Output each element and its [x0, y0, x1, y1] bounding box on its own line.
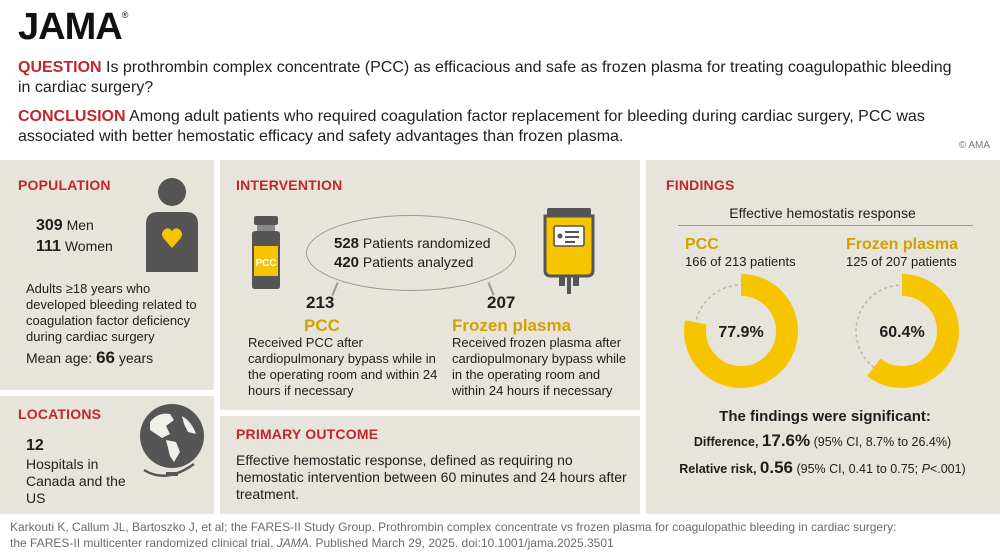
conclusion-text: Among adult patients who required coagul… [18, 108, 925, 145]
vial-label: PCC [255, 258, 276, 269]
locations-title: LOCATIONS [18, 406, 102, 422]
plasma-donut: 60.4% [845, 274, 959, 388]
mean-age-unit: years [118, 350, 154, 366]
findings-title: FINDINGS [666, 177, 735, 193]
locations-text: Hospitals in Canada and the US [26, 456, 126, 506]
randomized-ellipse [306, 215, 516, 291]
findings-rule [678, 225, 973, 227]
mean-age: Mean age: 66 years [26, 348, 154, 367]
globe-icon [140, 404, 204, 477]
plasma-bag-icon [543, 208, 595, 294]
men-count: 309 [36, 217, 63, 234]
pcc-arc [684, 274, 798, 388]
header: JAMA® QUESTION Is prothrombin complex co… [0, 0, 1000, 160]
pcc-count: 213 [306, 293, 335, 312]
population-counts: 309 Men 111 Women [36, 215, 113, 257]
randomized-info: 528 Patients randomized 420 Patients ana… [334, 234, 491, 272]
person-heart-icon [146, 178, 198, 272]
findings-subtitle: Effective hemostatis response [729, 205, 916, 221]
plasma-description: Received frozen plasma after cardiopulmo… [452, 335, 627, 398]
women-label: Women [64, 238, 113, 254]
question-text: Is prothrombin complex concentrate (PCC)… [18, 59, 952, 96]
plasma-arc [845, 274, 959, 388]
question: QUESTION Is prothrombin complex concentr… [18, 58, 958, 98]
randomized-label: Patients randomized [362, 235, 491, 251]
intervention-title: INTERVENTION [236, 177, 343, 193]
primary-outcome-title: PRIMARY OUTCOME [236, 426, 379, 442]
conclusion-label: CONCLUSION [18, 108, 126, 125]
analyzed-count: 420 [334, 254, 360, 271]
pcc-description: Received PCC after cardiopulmonary bypas… [248, 335, 438, 398]
pcc-name: PCC [304, 316, 340, 335]
relative-risk-line: Relative risk, 0.56 (95% CI, 0.41 to 0.7… [679, 458, 966, 477]
analyzed-label: Patients analyzed [362, 254, 474, 270]
copyright: © AMA [958, 140, 990, 151]
mean-age-label: Mean age: [26, 350, 93, 366]
women-count: 111 [36, 238, 61, 255]
plasma-count: 207 [487, 293, 516, 312]
vial-icon: PCC [252, 216, 280, 289]
plasma-name: Frozen plasma [452, 316, 572, 335]
findings-pcc-name: PCC [685, 236, 719, 253]
findings-pcc-detail: 166 of 213 patients [685, 254, 796, 269]
findings-plasma-name: Frozen plasma [846, 236, 959, 253]
difference-line: Difference, 17.6% (95% CI, 8.7% to 26.4%… [693, 431, 952, 450]
mean-age-value: 66 [96, 348, 115, 367]
citation-line-1: Karkouti K, Callum JL, Bartoszko J, et a… [10, 520, 897, 534]
men-label: Men [66, 217, 94, 233]
primary-outcome-text: Effective hemostatic response, defined a… [236, 452, 627, 502]
pcc-percent-label: 77.9% [718, 324, 763, 341]
citation-line-2: the FARES-II multicenter randomized clin… [10, 536, 614, 550]
pcc-donut: 77.9% [684, 274, 798, 388]
jama-logo[interactable]: JAMA® [18, 6, 128, 48]
panels: POPULATION 309 Men 111 Women Adults ≥18 … [0, 160, 1000, 514]
plasma-percent-label: 60.4% [879, 324, 924, 341]
question-label: QUESTION [18, 59, 102, 76]
locations-info: 12 Hospitals in Canada and the US [26, 436, 131, 507]
population-criteria: Adults ≥18 years who developed bleeding … [26, 281, 197, 344]
findings-plasma-detail: 125 of 207 patients [846, 254, 957, 269]
conclusion: CONCLUSION Among adult patients who requ… [18, 107, 958, 147]
population-title: POPULATION [18, 177, 111, 193]
significance-text: The findings were significant: [719, 408, 931, 425]
randomized-count: 528 [334, 235, 360, 252]
locations-count: 12 [26, 437, 44, 454]
citation: Karkouti K, Callum JL, Bartoszko J, et a… [0, 514, 1000, 556]
